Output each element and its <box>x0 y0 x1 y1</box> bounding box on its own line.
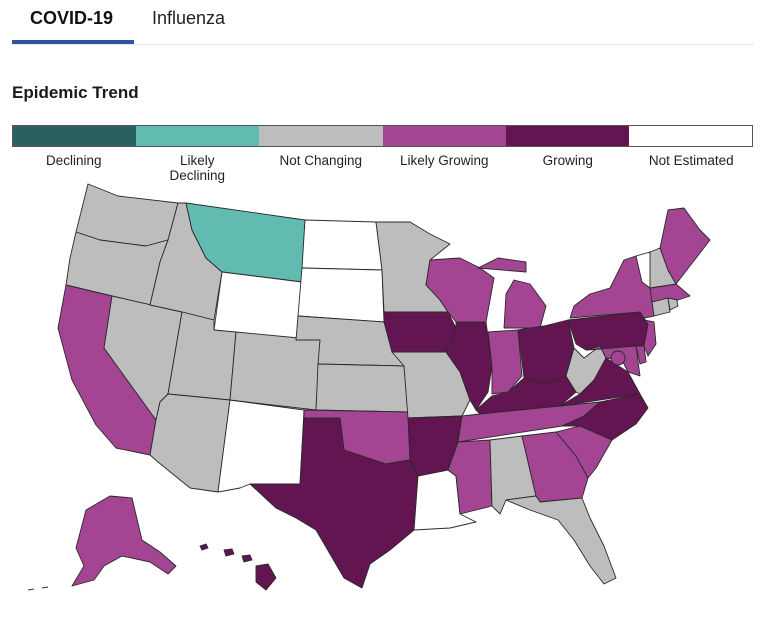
state-nj[interactable] <box>643 319 657 357</box>
state-az[interactable] <box>149 393 231 493</box>
disease-tabs: COVID-19 Influenza <box>12 0 754 45</box>
legend-label-not-estimated: Not Estimated <box>648 153 734 168</box>
tab-influenza[interactable]: Influenza <box>152 8 226 28</box>
state-wy[interactable] <box>213 271 303 341</box>
state-mi[interactable] <box>477 257 547 329</box>
state-ak[interactable] <box>71 495 177 587</box>
state-nd[interactable] <box>301 219 383 271</box>
state-de[interactable] <box>635 345 647 365</box>
legend-swatch-not-estimated <box>628 126 753 146</box>
state-nc[interactable] <box>561 393 649 441</box>
legend-swatch-declining <box>13 126 137 146</box>
state-oh[interactable] <box>517 319 575 385</box>
legend-label-declining: Declining <box>45 153 102 168</box>
legend-label-likely-growing: Likely Growing <box>399 153 489 168</box>
state-nm[interactable] <box>217 399 305 493</box>
state-pa[interactable] <box>567 311 649 351</box>
alaska-islands <box>27 586 49 591</box>
state-dc[interactable] <box>610 350 626 366</box>
legend-label-not-changing: Not Changing <box>279 153 363 168</box>
state-hi[interactable] <box>199 543 277 591</box>
legend-swatch-likely-growing <box>382 126 506 146</box>
state-co[interactable] <box>229 331 321 411</box>
us-state-map <box>27 183 711 591</box>
state-sd[interactable] <box>297 267 385 323</box>
legend-swatch-not-changing <box>259 126 383 146</box>
state-fl[interactable] <box>505 495 617 585</box>
legend-swatch-growing <box>505 126 629 146</box>
state-ks[interactable] <box>315 363 409 413</box>
state-me[interactable] <box>659 207 711 285</box>
legend-swatch-likely-declining <box>136 126 260 146</box>
state-ia[interactable] <box>383 311 457 353</box>
legend-labels: Declining Likely Declining Not Changing … <box>12 153 753 183</box>
legend-label-growing: Growing <box>542 153 593 168</box>
state-tx[interactable] <box>249 417 419 589</box>
legend-color-bar <box>12 125 753 147</box>
tab-covid-19[interactable]: COVID-19 <box>12 6 134 44</box>
legend-label-likely-declining: Likely Declining <box>169 153 226 183</box>
section-title: Epidemic Trend <box>12 83 139 102</box>
